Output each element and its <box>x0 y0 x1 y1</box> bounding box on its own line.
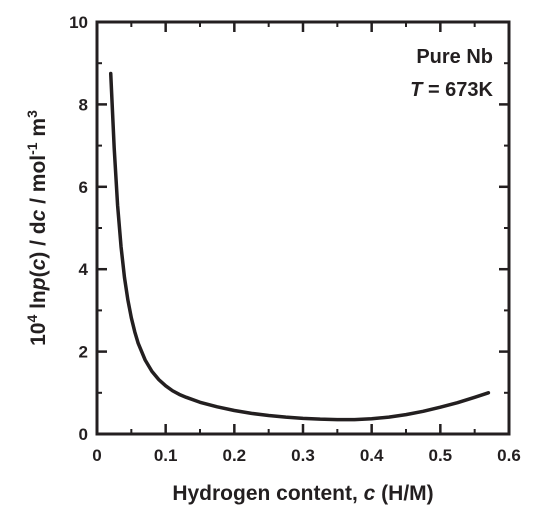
y-axis-title-sup: 4 <box>24 315 40 323</box>
y-axis-title-c2: c <box>27 209 50 221</box>
x-tick-label: 0 <box>92 446 101 465</box>
annotation-line2: T = 673K <box>410 79 493 101</box>
annotation-line1: Pure Nb <box>416 46 493 68</box>
x-axis-title-text: Hydrogen content, <box>172 482 363 505</box>
x-axis-title-var: c <box>364 482 376 505</box>
series-layer <box>108 71 491 422</box>
y-axis-title-sup2: -1 <box>24 142 40 155</box>
x-tick-label: 0.4 <box>360 446 384 465</box>
y-ticks: 0 2 4 6 8 10 <box>69 13 509 444</box>
y-tick-label: 6 <box>79 178 88 197</box>
y-tick-label: 2 <box>79 343 88 362</box>
y-axis-title-prefix: 10 <box>27 323 50 346</box>
y-axis-title-mid2: ) / d <box>27 221 50 258</box>
x-axis-title: Hydrogen content, c (H/M) <box>172 482 433 505</box>
y-axis-title-p: p <box>27 277 50 291</box>
x-tick-label: 0.2 <box>223 446 247 465</box>
y-axis-title-tail: m <box>27 118 50 143</box>
y-axis-title-unit: / mol <box>27 155 50 210</box>
y-axis-title-sup3: 3 <box>24 110 40 118</box>
series-line-0 <box>108 71 491 422</box>
x-axis-title-unit: (H/M) <box>375 482 433 505</box>
x-tick-label: 0.5 <box>429 446 453 465</box>
y-tick-label: 8 <box>79 95 88 114</box>
y-tick-label: 10 <box>69 13 88 32</box>
y-tick-label: 4 <box>79 260 89 279</box>
y-axis-title: 104 lnp(c) / dc / mol-1 m3 <box>24 110 50 346</box>
y-tick-label: 0 <box>79 425 88 444</box>
annotation-temp-symbol: T <box>410 79 424 101</box>
y-axis-title-c1: c <box>27 258 50 270</box>
x-tick-label: 0.6 <box>497 446 521 465</box>
annotation-temp-value: = 673K <box>422 79 493 101</box>
x-tick-label: 0.3 <box>291 446 315 465</box>
x-ticks: 0 0.1 0.2 0.3 0.4 0.5 0.6 <box>92 22 521 465</box>
x-tick-label: 0.1 <box>154 446 178 465</box>
y-axis-title-ln: ln <box>27 290 50 315</box>
y-axis-title-mid: ( <box>27 270 50 277</box>
